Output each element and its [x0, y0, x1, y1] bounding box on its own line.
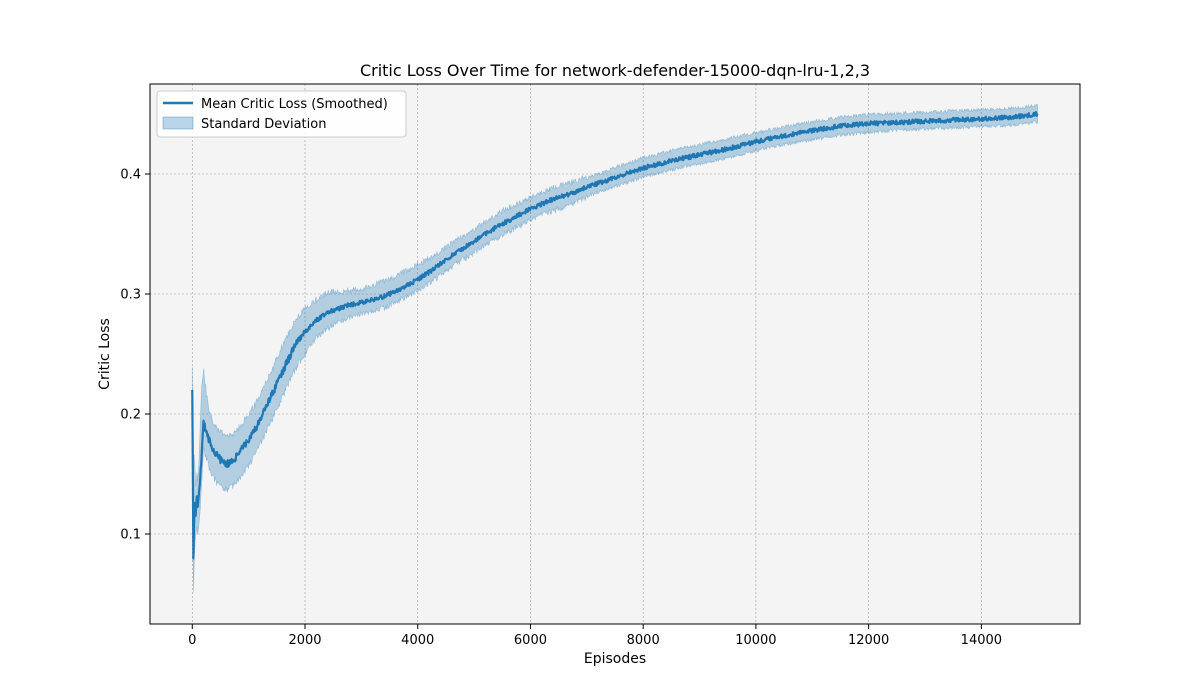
x-tick-label: 10000 [735, 633, 776, 648]
y-tick-label: 0.4 [120, 168, 141, 183]
y-tick-label: 0.3 [120, 288, 141, 303]
x-tick-label: 0 [188, 633, 196, 648]
x-tick-label: 6000 [514, 633, 547, 648]
x-tick-label: 14000 [961, 633, 1002, 648]
legend-label-std: Standard Deviation [201, 117, 326, 132]
y-axis: 0.1 0.2 0.3 0.4 [120, 168, 150, 543]
y-tick-label: 0.2 [120, 408, 141, 423]
chart-title: Critic Loss Over Time for network-defend… [360, 61, 870, 80]
y-tick-label: 0.1 [120, 528, 141, 543]
legend: Mean Critic Loss (Smoothed) Standard Dev… [156, 90, 407, 138]
legend-swatch-std-band [162, 116, 194, 130]
x-tick-label: 2000 [288, 633, 321, 648]
mean-line [191, 110, 1039, 560]
x-tick-label: 4000 [401, 633, 434, 648]
x-axis: 0 2000 4000 6000 8000 10000 12000 14000 [188, 624, 1002, 648]
x-tick-label: 8000 [627, 633, 660, 648]
plot-content [191, 103, 1039, 593]
grid-lines [150, 84, 1080, 624]
y-axis-label: Critic Loss [97, 318, 113, 390]
std-band [191, 103, 1039, 593]
x-axis-label: Episodes [584, 651, 646, 667]
plot-frame [149, 83, 1081, 625]
legend-label-mean: Mean Critic Loss (Smoothed) [201, 97, 388, 112]
legend-box [156, 90, 407, 138]
x-tick-label: 12000 [848, 633, 889, 648]
